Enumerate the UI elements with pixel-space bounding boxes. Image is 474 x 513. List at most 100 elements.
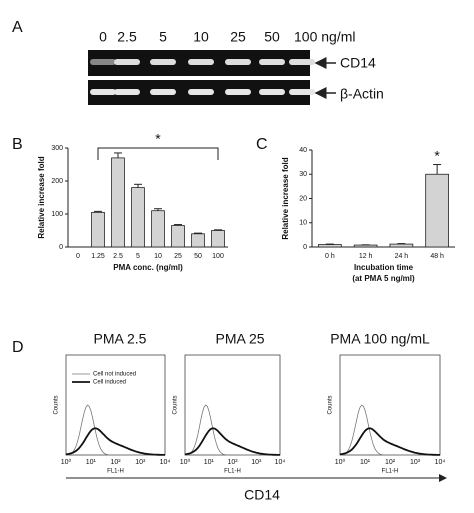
x-tick-label: 10⁴ [435,459,446,466]
x-tick-label: 10³ [251,459,262,466]
bar [151,210,165,248]
y-tick-label: 40 [299,147,307,154]
lane-label: 5 [159,29,167,45]
bar [171,225,185,248]
histogram [184,404,280,456]
bar [389,243,414,248]
annotation: * [434,147,440,163]
gel-label: β-Actin [340,86,384,102]
x-tick-label: 1.25 [91,253,105,260]
panel-label: D [12,339,24,356]
x-tick-label: 5 [136,253,140,260]
x-tick-label: 10⁰ [61,458,72,466]
x-tick-label: 10⁰ [180,458,191,466]
bar [131,187,145,248]
band [225,59,251,65]
histogram [65,404,165,456]
x-tick-label: 10⁰ [335,458,346,466]
bar [353,244,378,248]
band [90,59,116,65]
lane-label: 25 [230,29,246,45]
lane-label: 2.5 [117,29,137,45]
band [188,89,214,95]
x-axis-label: FL1-H [107,469,124,475]
band [150,89,176,95]
band [90,89,116,95]
x-tick-label: 10⁴ [275,459,286,466]
x-tick-label: 100 [212,253,224,260]
histogram [184,427,280,456]
lane-label: 100 ng/ml [294,29,355,45]
plot-title: PMA 100 ng/mL [330,331,430,347]
x-tick-label: 10¹ [204,459,215,466]
y-axis-label: Counts [328,395,334,414]
y-tick-label: 100 [51,211,63,218]
bar [111,157,125,248]
bar [318,244,342,248]
x-tick-label: 10 [154,253,162,260]
x-tick-label: 10¹ [360,459,371,466]
x-tick-label: 10³ [135,459,146,466]
annotation: * [155,131,161,147]
x-tick-label: 10² [110,459,121,466]
axis-label: CD14 [244,487,280,503]
panel-label: C [256,136,268,153]
y-axis-label: Counts [54,395,60,414]
x-tick-label: 10² [385,459,396,466]
y-axis-label: Counts [173,395,179,414]
bar [91,211,105,248]
x-tick-label: 24 h [395,253,409,260]
y-tick-label: 200 [51,178,63,185]
lane-label: 50 [264,29,280,45]
plot-title: PMA 2.5 [94,331,147,347]
y-tick-label: 20 [299,195,307,202]
y-tick-label: 30 [299,171,307,178]
band [225,89,251,95]
gel [88,50,310,105]
x-axis-label: PMA conc. (ng/ml) [113,263,183,272]
x-tick-label: 10⁴ [160,459,171,466]
panel-label: B [12,136,23,153]
x-axis-label: FL1-H [382,469,399,475]
bar [211,230,225,248]
band [150,59,176,65]
band [188,59,214,65]
lane-label: 10 [193,29,209,45]
x-tick-label: 25 [174,253,182,260]
x-tick-label: 2.5 [113,253,123,260]
x-tick-label: 0 [76,253,80,260]
legend-label: Cell not induced [93,372,136,378]
histogram [339,427,440,456]
y-tick-label: 300 [51,145,63,152]
histogram [65,427,165,456]
legend-label: Cell induced [93,380,126,386]
x-tick-label: 10² [227,459,238,466]
band [114,89,140,95]
y-tick-label: 0 [59,244,63,251]
bracket [97,147,219,160]
x-tick-label: 0 h [325,253,335,260]
bar [191,233,205,248]
x-axis-label: Incubation time [354,263,414,272]
plot-frame [339,354,441,456]
plot-frame [184,354,281,456]
y-axis-label: Relative increase fold [37,156,46,238]
y-tick-label: 10 [299,220,307,227]
bar [425,173,449,248]
x-tick-label: 12 h [359,253,373,260]
band [259,89,285,95]
x-axis-label: FL1-H [224,469,241,475]
x-axis-label: (at PMA 5 ng/ml) [352,274,415,283]
y-tick-label: 0 [303,244,307,251]
band [114,59,140,65]
x-tick-label: 10¹ [86,459,97,466]
y-axis-label: Relative increase fold [281,157,290,239]
plot-title: PMA 25 [215,331,264,347]
band [259,59,285,65]
lane-label: 0 [99,29,107,45]
panel-label: A [12,19,23,36]
x-tick-label: 48 h [430,253,444,260]
gel-label: CD14 [340,55,376,71]
plot-frame [65,354,166,456]
